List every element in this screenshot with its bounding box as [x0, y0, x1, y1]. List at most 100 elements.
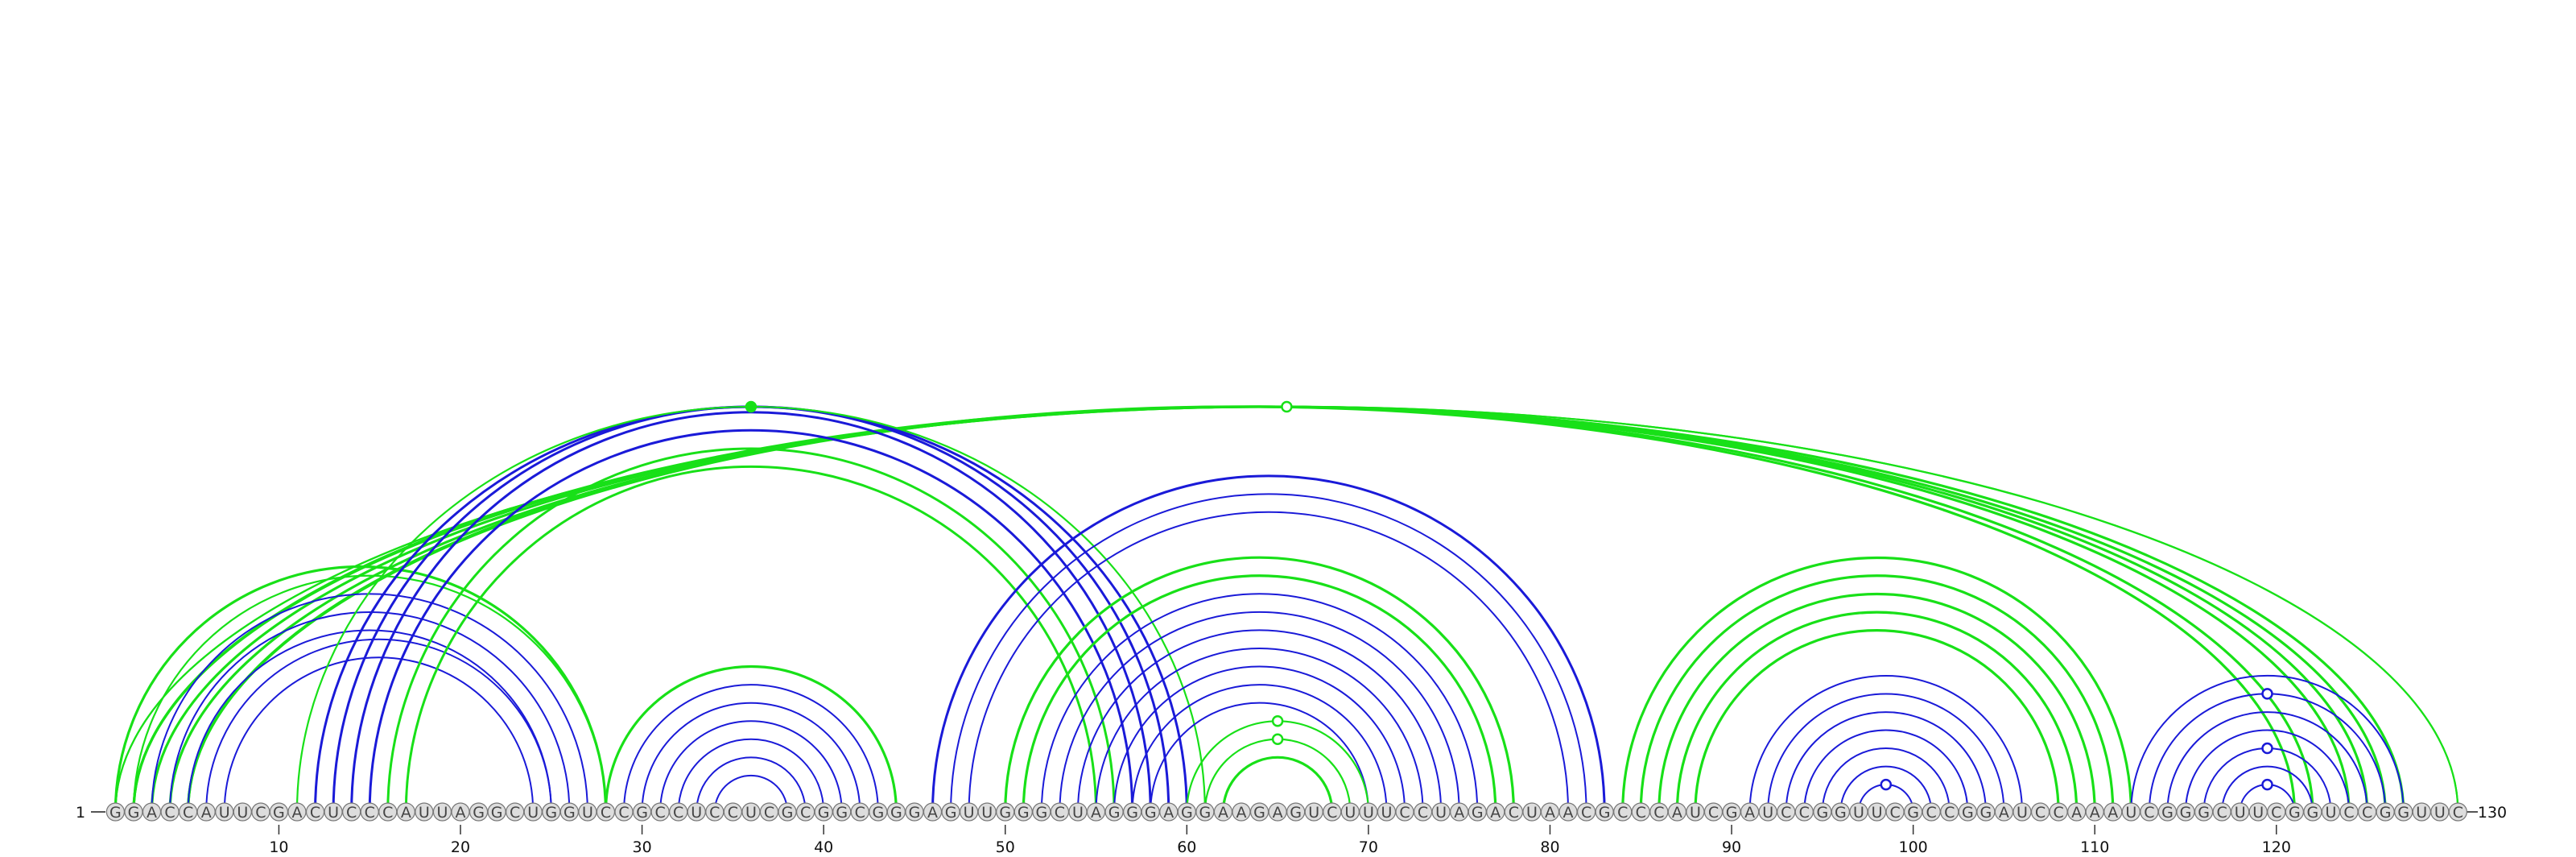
nucleotide-label-91: A: [1744, 804, 1755, 822]
nucleotide-label-35: C: [728, 804, 738, 822]
arc-58-70-40: [1150, 702, 1369, 813]
nucleotide-label-27: U: [582, 804, 593, 822]
nucleotide-label-85: C: [1636, 804, 1646, 822]
nucleotide-label-67: U: [1308, 804, 1319, 822]
arc-87-109-47: [1675, 611, 2079, 813]
tick-label-100: 100: [1899, 838, 1928, 856]
nucleotide-label-16: C: [382, 804, 393, 822]
nucleotide-label-94: C: [1799, 804, 1810, 822]
arc-marker-11-61: [745, 400, 758, 413]
nucleotide-label-61: G: [1199, 804, 1212, 822]
nucleotide-label-103: G: [1962, 804, 1974, 822]
nucleotide-label-125: C: [2362, 804, 2372, 822]
nucleotide-label-122: G: [2307, 804, 2319, 822]
nucleotide-label-124: C: [2343, 804, 2354, 822]
arc-50-78-32: [1004, 556, 1515, 813]
nucleotide-label-5: C: [183, 804, 193, 822]
nucleotide-label-88: U: [1690, 804, 1701, 822]
arc-93-104-51: [1785, 711, 1987, 813]
nucleotide-label-44: G: [890, 804, 902, 822]
arc-51-77-33: [1022, 574, 1497, 813]
nucleotide-label-30: G: [636, 804, 648, 822]
arc-30-42-24: [641, 702, 861, 813]
nucleotide-label-56: G: [1108, 804, 1121, 822]
arc-17-55-20: [404, 466, 1098, 813]
arc-47-82-30: [950, 493, 1587, 813]
nucleotide-label-108: C: [2053, 804, 2063, 822]
arc-3-125-4: [152, 407, 2368, 812]
end-label: 130: [2478, 804, 2507, 822]
nucleotide-label-17: A: [401, 804, 411, 822]
arc-15-57-18: [368, 428, 1134, 813]
nucleotide-label-40: G: [818, 804, 830, 822]
nucleotide-label-128: U: [2416, 804, 2427, 822]
nucleotide-label-70: U: [1363, 804, 1374, 822]
arc-61-69-42: [1203, 739, 1352, 813]
arc-2-28-9: [132, 574, 607, 813]
nucleotide-label-21: G: [473, 804, 485, 822]
nucleotide-label-113: C: [2144, 804, 2154, 822]
nucleotide-label-83: G: [1599, 804, 1611, 822]
arc-32-40-26: [677, 739, 825, 813]
nucleotide-label-115: G: [2180, 804, 2192, 822]
nucleotide-label-42: C: [855, 804, 865, 822]
nucleotide-label-109: A: [2071, 804, 2082, 822]
nucleotide-label-123: U: [2326, 804, 2337, 822]
arc-54-74-36: [1076, 629, 1443, 813]
nucleotide-label-130: C: [2453, 804, 2463, 822]
nucleotide-label-90: G: [1726, 804, 1738, 822]
nucleotide-label-79: U: [1526, 804, 1538, 822]
nucleotide-label-8: U: [237, 804, 248, 822]
arc-5-25-12: [187, 629, 552, 813]
nucleotide-label-119: U: [2252, 804, 2264, 822]
arc-114-125-58: [2166, 710, 2368, 813]
nucleotide-label-50: G: [999, 804, 1011, 822]
arc-16-56-19: [386, 447, 1116, 813]
nucleotide-label-19: U: [436, 804, 448, 822]
nucleotide-label-3: A: [147, 804, 157, 822]
nucleotide-label-46: A: [927, 804, 938, 822]
nucleotide-label-89: C: [1708, 804, 1719, 822]
nucleotide-label-98: U: [1872, 804, 1883, 822]
nucleotide-label-64: G: [1253, 804, 1265, 822]
nucleotide-label-121: G: [2289, 804, 2301, 822]
arc-46-83-29: [931, 474, 1606, 813]
nucleotide-label-112: U: [2125, 804, 2136, 822]
nucleotide-label-57: G: [1126, 804, 1138, 822]
nucleotide-label-36: U: [745, 804, 757, 822]
nucleotide-label-28: C: [601, 804, 611, 822]
nucleotide-label-62: A: [1218, 804, 1228, 822]
nucleotide-label-86: C: [1653, 804, 1664, 822]
arc-85-111-45: [1639, 574, 2115, 813]
nucleotide-label-18: U: [419, 804, 430, 822]
arc-marker-116-123: [2261, 742, 2273, 755]
nucleotide-label-81: A: [1563, 804, 1574, 822]
nucleotide-label-53: C: [1055, 804, 1065, 822]
arc-84-112-44: [1621, 556, 2132, 813]
nucleotide-label-14: C: [346, 804, 357, 822]
arc-88-108-48: [1694, 628, 2060, 813]
nucleotide-label-104: G: [1980, 804, 1992, 822]
nucleotide-label-12: C: [310, 804, 320, 822]
arc-92-105-50: [1767, 693, 2005, 813]
nucleotide-label-82: C: [1581, 804, 1591, 822]
tick-label-20: 20: [451, 838, 470, 856]
nucleotide-label-54: U: [1072, 804, 1084, 822]
arc-marker-97-100: [1880, 778, 1893, 791]
arc-117-122-61: [2221, 765, 2314, 813]
nucleotide-label-107: C: [2035, 804, 2046, 822]
arc-marker-1-130: [1281, 400, 1293, 413]
nucleotide-label-38: G: [782, 804, 794, 822]
nucleotide-label-47: G: [945, 804, 957, 822]
arc-marker-61-69: [1271, 733, 1284, 746]
nucleotide-label-120: C: [2271, 804, 2281, 822]
arc-31-41-25: [659, 720, 843, 813]
nucleotide-label-9: C: [255, 804, 266, 822]
arc-29-43-23: [623, 684, 879, 813]
nucleotide-label-80: A: [1545, 804, 1555, 822]
nucleotide-label-52: G: [1035, 804, 1047, 822]
nucleotide-label-29: C: [618, 804, 629, 822]
arc-91-106-49: [1748, 674, 2023, 813]
arc-94-103-52: [1803, 729, 1969, 813]
